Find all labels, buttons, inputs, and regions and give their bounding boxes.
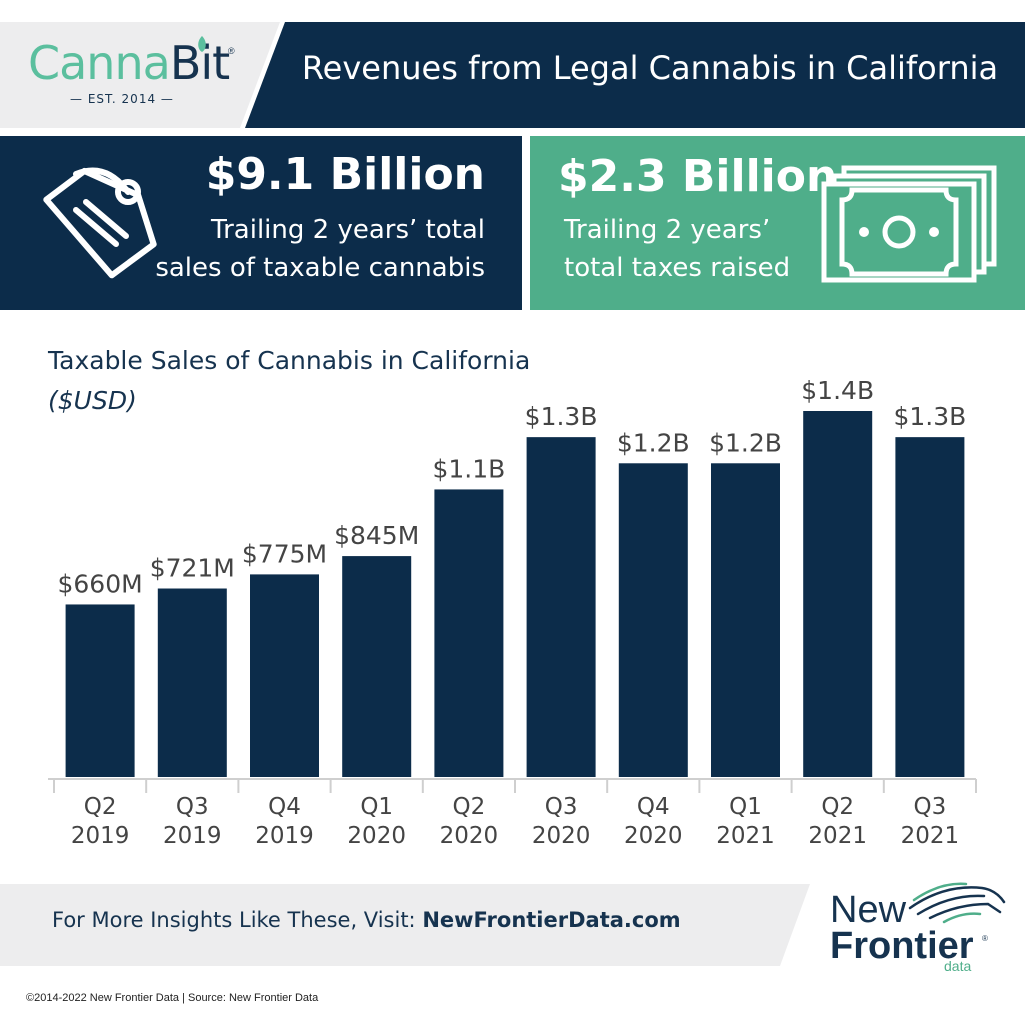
horse-logo-icon xyxy=(908,882,1006,924)
bar-value-label: $1.3B xyxy=(893,402,966,431)
banknote-icon xyxy=(821,165,997,283)
page-title: Revenues from Legal Cannabis in Californ… xyxy=(301,49,999,87)
x-tick-label-year: 2020 xyxy=(440,823,499,849)
bar xyxy=(803,411,873,777)
bar-value-label: $775M xyxy=(242,539,327,568)
logo-background xyxy=(0,22,280,128)
bar-value-label: $721M xyxy=(150,554,235,583)
footer-call-to-action: For More Insights Like These, Visit: New… xyxy=(52,908,681,932)
bar xyxy=(711,463,780,777)
chart-subtitle: ($USD) xyxy=(48,386,137,415)
bar xyxy=(895,437,965,777)
x-tick-label-year: 2021 xyxy=(808,823,867,849)
bar xyxy=(65,604,135,777)
x-tick-label-quarter: Q3 xyxy=(914,794,947,820)
x-tick-label-quarter: Q4 xyxy=(268,794,301,820)
logo-established: — EST. 2014 — xyxy=(70,92,174,106)
x-tick-label-quarter: Q3 xyxy=(176,794,209,820)
x-tick-label-quarter: Q1 xyxy=(360,794,393,820)
x-tick-label-quarter: Q4 xyxy=(637,794,670,820)
bar xyxy=(618,463,688,777)
x-tick-label-quarter: Q2 xyxy=(84,794,117,820)
bar-value-label: $660M xyxy=(57,569,142,598)
new-frontier-logo-frontier: Frontier xyxy=(830,925,974,967)
x-tick-label-quarter: Q1 xyxy=(729,794,762,820)
x-tick-label-year: 2020 xyxy=(532,823,591,849)
logo-registered-mark: ® xyxy=(228,46,235,56)
x-tick-label-year: 2021 xyxy=(716,823,775,849)
x-tick-label-quarter: Q2 xyxy=(821,794,854,820)
taxes-total-value: $2.3 Billion xyxy=(558,151,838,202)
footer-website-link[interactable]: NewFrontierData.com xyxy=(422,908,681,932)
x-tick-label-quarter: Q3 xyxy=(545,794,578,820)
bar xyxy=(526,437,596,777)
x-tick-label-quarter: Q2 xyxy=(453,794,486,820)
sales-description-line-1: Trailing 2 years’ total xyxy=(211,215,485,245)
cannabit-logo: CannaBit xyxy=(28,36,230,90)
footer-cta-text: For More Insights Like These, Visit: xyxy=(52,908,423,932)
x-tick-label-year: 2020 xyxy=(347,823,406,849)
copyright-notice: ©2014-2022 New Frontier Data | Source: N… xyxy=(26,992,319,1004)
x-tick-label-year: 2019 xyxy=(71,823,130,849)
sales-description-line-2: sales of taxable cannabis xyxy=(155,253,485,283)
bar-value-label: $1.2B xyxy=(709,428,782,457)
x-tick-label-year: 2019 xyxy=(163,823,222,849)
x-tick-label-year: 2021 xyxy=(901,823,960,849)
sales-total-value: $9.1 Billion xyxy=(205,149,485,200)
new-frontier-logo-new: New xyxy=(830,889,907,931)
footer-banner xyxy=(0,884,810,966)
taxes-description-line-1: Trailing 2 years’ xyxy=(564,215,771,245)
bar-value-label: $1.4B xyxy=(801,380,874,405)
chart-title: Taxable Sales of Cannabis in California xyxy=(48,346,531,375)
bar xyxy=(250,574,319,777)
bar xyxy=(434,489,504,777)
price-tag-icon xyxy=(43,167,157,279)
bar-value-label: $1.3B xyxy=(525,402,598,431)
header-banner xyxy=(0,22,1025,128)
bar-value-label: $845M xyxy=(334,521,419,550)
bar xyxy=(342,556,412,777)
new-frontier-registered-mark: ® xyxy=(982,934,988,943)
logo-text-canna: Canna xyxy=(28,36,171,90)
new-frontier-logo-data: data xyxy=(944,958,972,974)
leaf-icon xyxy=(198,36,206,52)
bar-value-label: $1.1B xyxy=(432,454,505,483)
taxes-description-line-2: total taxes raised xyxy=(564,253,791,283)
x-tick-label-year: 2020 xyxy=(624,823,683,849)
sales-description: Trailing 2 years’ total sales of taxable… xyxy=(140,211,485,287)
taxes-description: Trailing 2 years’ total taxes raised xyxy=(564,211,790,287)
bar xyxy=(157,588,227,777)
bar-value-label: $1.2B xyxy=(617,428,690,457)
title-background xyxy=(245,22,1025,128)
bar-chart: $660M Q2 2019 $721M Q3 2019 $775M Q4 2019 $845M Q1… xyxy=(48,380,977,849)
x-tick-label-year: 2019 xyxy=(255,823,314,849)
